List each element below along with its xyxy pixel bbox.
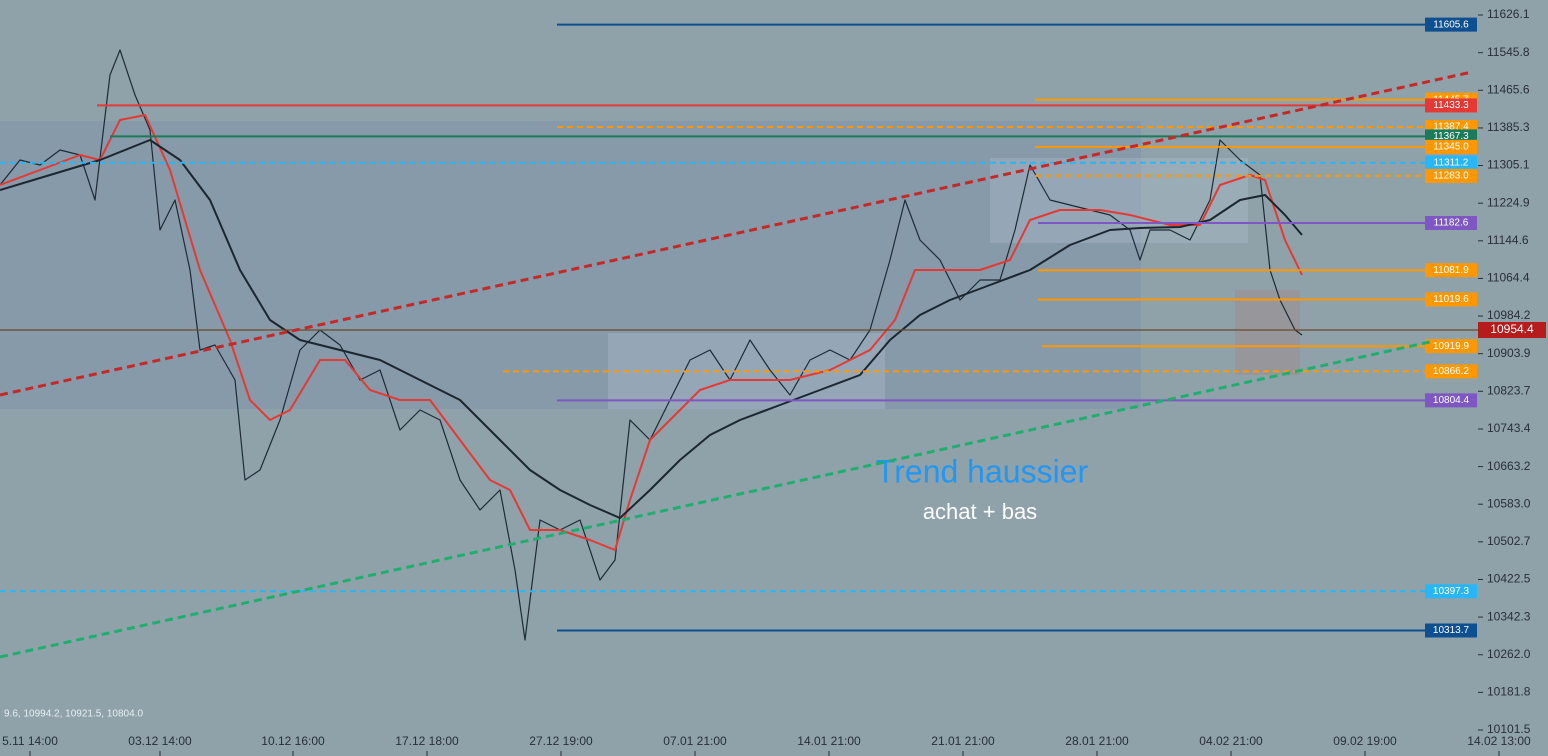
level-box [1425,155,1477,170]
level-label: 10919.9 [1433,341,1470,352]
level-label: 10313.7 [1433,625,1470,636]
x-tick-label: 09.02 19:00 [1333,734,1397,748]
x-tick-label: 5.11 14:00 [2,734,58,748]
level-label: 11182.6 [1434,218,1469,229]
y-tick-label: 10823.7 [1487,383,1531,397]
y-tick-label: 10583.0 [1487,496,1531,510]
trendline [0,70,1473,397]
zone [1235,290,1300,375]
level-box [1425,168,1477,183]
level-box [1425,339,1477,354]
y-tick-label: 11224.9 [1487,195,1530,209]
level-box [1425,393,1477,408]
level-label: 11311.2 [1434,157,1469,168]
y-tick-label: 11465.6 [1487,82,1530,96]
y-tick-label: 11626.1 [1487,7,1530,21]
level-box [1425,623,1477,638]
x-tick-label: 17.12 18:00 [395,734,459,748]
level-box [1425,216,1477,231]
last-price-box [1478,322,1546,339]
y-tick-label: 11305.1 [1487,158,1530,172]
annotation: Trend haussier [876,453,1089,489]
x-tick-label: 28.01 21:00 [1065,734,1129,748]
x-tick-label: 07.01 21:00 [663,734,727,748]
level-label: 11605.6 [1433,19,1469,30]
y-tick-label: 10181.8 [1487,685,1531,699]
level-label: 11081.9 [1433,265,1469,276]
level-box [1425,584,1477,599]
x-tick-label: 03.12 14:00 [128,734,192,748]
y-tick-label: 10743.4 [1487,421,1531,435]
y-tick-label: 10342.3 [1487,609,1531,623]
level-box [1425,364,1477,379]
level-label: 10866.2 [1433,366,1470,377]
series-line [0,139,1303,519]
x-tick-label: 10.12 16:00 [261,734,325,748]
level-label: 11019.6 [1433,294,1469,305]
x-tick-label: 27.12 19:00 [529,734,593,748]
trendline [0,340,1431,659]
y-tick-label: 11385.3 [1487,120,1530,134]
level-label: 10397.3 [1433,586,1470,597]
last-price-label: 10954.4 [1490,322,1534,336]
info-text: 9.6, 10994.2, 10921.5, 10804.0 [4,709,143,720]
x-tick-label: 14.02 13:00 [1467,734,1531,748]
level-box [1425,139,1477,154]
y-tick-label: 10502.7 [1487,534,1531,548]
level-box [1425,292,1477,307]
y-tick-label: 10663.2 [1487,459,1531,473]
y-tick-label: 11545.8 [1487,45,1530,59]
x-tick-label: 21.01 21:00 [931,734,995,748]
y-tick-label: 11144.6 [1487,233,1529,247]
y-axis-area [1478,0,1548,756]
y-tick-label: 10262.0 [1487,647,1531,661]
x-tick-label: 04.02 21:00 [1199,734,1263,748]
x-tick-label: 14.01 21:00 [797,734,861,748]
annotation: achat + bas [923,499,1037,524]
level-box [1425,98,1477,113]
series-line [0,114,1303,551]
y-tick-label: 10903.9 [1487,346,1531,360]
level-box [1425,17,1477,32]
level-label: 11367.3 [1433,131,1469,142]
y-tick-label: 10422.5 [1487,572,1531,586]
y-tick-label: 10984.2 [1487,308,1531,322]
y-tick-label: 10101.5 [1487,722,1531,736]
level-label: 11433.3 [1433,100,1469,111]
level-label: 10804.4 [1433,395,1470,406]
zone [0,121,1141,409]
level-label: 11283.0 [1433,171,1469,182]
level-label: 11345.0 [1433,141,1469,152]
y-tick-label: 11064.4 [1487,271,1530,285]
level-label: 11387.4 [1433,122,1469,133]
level-box [1425,263,1477,278]
